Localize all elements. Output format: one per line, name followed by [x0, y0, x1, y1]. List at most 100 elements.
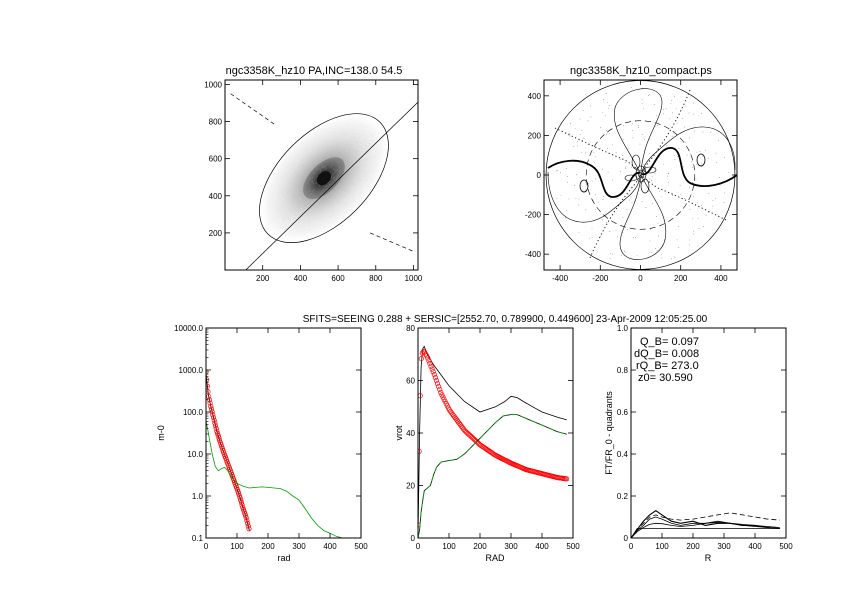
- galaxy-pixel: [339, 215, 341, 217]
- scatter-dot: [718, 139, 719, 141]
- scatter-dot: [622, 139, 624, 141]
- galaxy-pixel: [315, 145, 318, 148]
- surface-density-ytick-label: 10.0: [187, 450, 203, 459]
- scatter-dot: [585, 209, 587, 211]
- scatter-dot: [689, 209, 691, 210]
- galaxy-pixel: [334, 214, 337, 217]
- galaxy-pixel: [345, 128, 348, 131]
- scatter-dot: [616, 198, 618, 199]
- scatter-dot: [716, 162, 718, 163]
- scatter-dot: [678, 148, 680, 149]
- galaxy-pixel: [360, 125, 363, 128]
- scatter-dot: [608, 132, 610, 134]
- scatter-dot: [689, 137, 691, 139]
- galaxy-pixel: [321, 135, 324, 138]
- scatter-dot: [628, 147, 630, 149]
- scatter-dot: [622, 232, 623, 234]
- scatter-dot: [638, 124, 639, 126]
- scatter-dot: [635, 167, 637, 168]
- galaxy-pixel: [324, 209, 327, 212]
- galaxy-pixel: [329, 215, 331, 218]
- galaxy-pixel: [313, 152, 316, 155]
- surface-density-ytick-label: 100.0: [183, 408, 204, 417]
- scatter-dot: [574, 128, 576, 130]
- scatter-dot: [568, 132, 570, 134]
- surface-density-panel: 0 100 200 300 400 500 0.1 1.0 10.0 100.0 1000.0 100…: [156, 324, 368, 563]
- scatter-dot: [720, 183, 722, 185]
- scatter-dot: [598, 201, 599, 203]
- scatter-dot: [658, 190, 660, 192]
- force-map-ytick-label: -200: [525, 211, 542, 220]
- galaxy-pixel: [321, 156, 323, 158]
- galaxy-pixel: [353, 132, 356, 135]
- ft-quadrants-ytick-label: 0.6: [617, 408, 629, 417]
- scatter-dot: [591, 180, 593, 182]
- galaxy-disk: [257, 112, 390, 245]
- galaxy-pixel: [288, 231, 291, 234]
- galaxy-pixel: [285, 210, 288, 213]
- image-panel-ytick-label: 200: [209, 229, 223, 238]
- galaxy-pixel: [357, 144, 359, 147]
- scatter-dot: [607, 107, 609, 109]
- galaxy-pixel: [337, 200, 340, 202]
- galaxy-pixel: [361, 184, 364, 187]
- galaxy-pixel: [330, 196, 333, 199]
- ft-quadrants-ytick-label: 1.0: [617, 324, 629, 333]
- galaxy-pixel: [272, 201, 274, 204]
- scatter-dot: [705, 149, 706, 151]
- scatter-dot: [635, 237, 637, 239]
- galaxy-pixel: [358, 119, 361, 122]
- galaxy-pixel: [287, 178, 290, 180]
- galaxy-pixel: [367, 142, 369, 144]
- scatter-dot: [630, 196, 632, 198]
- scatter-dot: [673, 256, 675, 258]
- galaxy-pixel: [287, 216, 289, 219]
- scatter-dot: [674, 96, 675, 97]
- surface-density-bulge-marker: [208, 403, 214, 409]
- galaxy-pixel: [290, 164, 292, 167]
- galaxy-pixel: [276, 218, 278, 220]
- galaxy-pixel: [280, 176, 283, 179]
- galaxy-pixel: [370, 170, 373, 172]
- scatter-dot: [578, 231, 580, 233]
- galaxy-pixel: [340, 127, 343, 130]
- galaxy-pixel: [323, 194, 325, 196]
- scatter-dot: [657, 155, 659, 156]
- scatter-dot: [577, 145, 578, 147]
- galaxy-pixel: [298, 201, 300, 203]
- ft-quadrant-line: [631, 528, 780, 538]
- galaxy-pixel: [355, 166, 358, 169]
- galaxy-pixel: [317, 142, 319, 145]
- scatter-dot: [676, 122, 678, 124]
- scatter-dot: [693, 102, 694, 104]
- scatter-dot: [602, 168, 603, 170]
- scatter-dot: [648, 191, 649, 192]
- contour-thin-left-lobe: [547, 171, 641, 223]
- galaxy-pixel: [354, 204, 357, 206]
- scatter-dot: [676, 239, 678, 241]
- galaxy-pixel: [312, 148, 315, 151]
- galaxy-pixel: [283, 161, 285, 163]
- galaxy-pixel: [291, 205, 293, 208]
- scatter-dot: [707, 158, 709, 159]
- image-panel-xtick-label: 200: [256, 274, 270, 283]
- force-map-xtick-label: -400: [552, 274, 569, 283]
- force-map-title: ngc3358K_hz10_compact.ps: [570, 65, 712, 77]
- galaxy-pixel: [330, 200, 333, 203]
- galaxy-pixel: [345, 164, 348, 167]
- scatter-dot: [608, 194, 609, 196]
- galaxy-pixel: [345, 213, 347, 215]
- galaxy-pixel: [311, 135, 314, 138]
- scatter-dot: [692, 114, 694, 115]
- galaxy-pixel: [356, 162, 359, 164]
- galaxy-pixel: [357, 140, 360, 143]
- galaxy-pixel: [350, 148, 353, 150]
- galaxy-pixel: [355, 150, 358, 152]
- galaxy-pixel: [347, 140, 350, 143]
- galaxy-pixel: [286, 176, 289, 179]
- scatter-dot: [608, 105, 610, 107]
- scatter-dot: [610, 253, 612, 255]
- galaxy-pixel: [281, 162, 284, 165]
- force-map-xtick-label: 400: [714, 274, 728, 283]
- galaxy-pixel: [300, 231, 303, 234]
